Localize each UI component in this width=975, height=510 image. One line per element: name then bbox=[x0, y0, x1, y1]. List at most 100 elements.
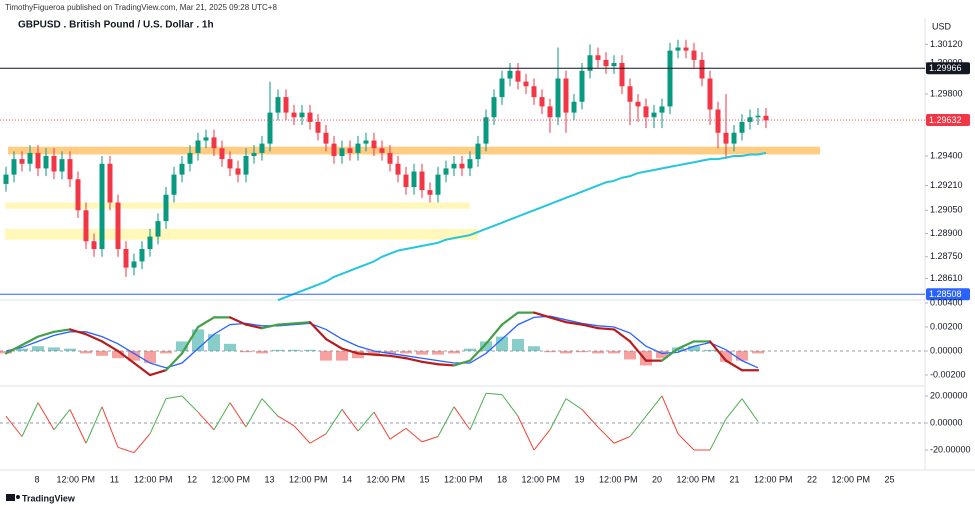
oscillator-segment bbox=[197, 411, 215, 431]
candle-body bbox=[427, 190, 433, 195]
candle-body bbox=[347, 148, 353, 153]
histogram-bar bbox=[608, 351, 620, 354]
y-tick-label: 1.30120 bbox=[930, 39, 963, 49]
time-label: 18 bbox=[497, 474, 507, 484]
oscillator-segment bbox=[117, 446, 135, 454]
time-label: 12:00 PM bbox=[831, 474, 870, 484]
macd-segment bbox=[20, 335, 40, 347]
time-label: 12:00 PM bbox=[366, 474, 405, 484]
histogram-bar bbox=[432, 351, 444, 355]
oscillator-segment bbox=[629, 415, 647, 437]
candle-body bbox=[67, 159, 73, 180]
candle-body bbox=[763, 115, 769, 121]
candle-body bbox=[323, 132, 329, 144]
oscillator-segment bbox=[357, 411, 375, 432]
oscillator-segment bbox=[549, 398, 567, 430]
candle-body bbox=[699, 59, 705, 79]
macd-segment bbox=[36, 330, 56, 338]
histogram-bar bbox=[128, 351, 140, 361]
candle-body bbox=[747, 117, 753, 122]
oscillator-segment bbox=[165, 395, 183, 400]
oscillator-segment bbox=[37, 402, 55, 430]
y-tick-label: 1.29050 bbox=[930, 205, 963, 215]
histogram-bar bbox=[64, 348, 76, 352]
y-tick-label: 0.00000 bbox=[930, 417, 963, 427]
macd-segment bbox=[84, 333, 104, 343]
oscillator-segment bbox=[245, 398, 263, 428]
histogram-bar bbox=[112, 351, 124, 359]
oscillator-segment bbox=[325, 409, 343, 435]
candle-body bbox=[459, 163, 465, 169]
candle-body bbox=[267, 112, 273, 144]
oscillator-segment bbox=[21, 402, 39, 437]
macd-segment bbox=[68, 328, 88, 336]
y-tick-label: 0.00200 bbox=[930, 321, 963, 331]
histogram-bar bbox=[720, 351, 732, 362]
candle-body bbox=[667, 50, 673, 107]
histogram-bar bbox=[480, 341, 492, 352]
histogram-bar bbox=[640, 351, 652, 366]
histogram-bar bbox=[240, 351, 252, 353]
candle-body bbox=[515, 70, 521, 82]
oscillator-segment bbox=[261, 398, 279, 417]
candle-body bbox=[299, 112, 305, 118]
macd-segment bbox=[596, 327, 616, 331]
time-label: 20 bbox=[652, 474, 662, 484]
macd-segment bbox=[132, 361, 152, 377]
candle-body bbox=[443, 168, 449, 175]
candle-body bbox=[387, 152, 393, 164]
oscillator-segment bbox=[469, 393, 487, 430]
candle-body bbox=[227, 159, 233, 169]
histogram-bar bbox=[80, 351, 92, 354]
time-label: 21 bbox=[729, 474, 739, 484]
candle-body bbox=[731, 132, 737, 144]
histogram-bar bbox=[32, 346, 44, 352]
zone bbox=[5, 202, 470, 209]
candle-body bbox=[3, 174, 9, 184]
time-label: 12 bbox=[187, 474, 197, 484]
oscillator-segment bbox=[213, 402, 231, 430]
tv-logo bbox=[6, 494, 20, 501]
candle-body bbox=[107, 163, 113, 203]
candle-body bbox=[139, 249, 145, 262]
oscillator-segment bbox=[485, 392, 503, 396]
histogram-bar bbox=[688, 346, 700, 352]
candle-body bbox=[627, 86, 633, 102]
candle-body bbox=[611, 63, 617, 67]
oscillator-segment bbox=[85, 406, 103, 444]
candle-body bbox=[275, 97, 281, 113]
oscillator-segment bbox=[437, 406, 455, 437]
candle-body bbox=[283, 97, 289, 113]
candle-body bbox=[563, 78, 569, 113]
price-tag-label: 1.28508 bbox=[929, 289, 962, 299]
oscillator-segment bbox=[229, 402, 247, 428]
candle-body bbox=[395, 163, 401, 175]
time-label: 12:00 PM bbox=[444, 474, 483, 484]
candle-body bbox=[483, 117, 489, 144]
macd-segment bbox=[340, 347, 360, 355]
candle-body bbox=[155, 221, 161, 237]
macd-segment bbox=[532, 311, 552, 319]
candle-body bbox=[363, 140, 369, 144]
candle-body bbox=[491, 97, 497, 118]
macd-segment bbox=[52, 328, 72, 333]
candle-body bbox=[35, 152, 41, 169]
candle-body bbox=[259, 143, 265, 153]
oscillator-segment bbox=[341, 409, 359, 432]
oscillator-segment bbox=[277, 415, 295, 427]
oscillator-segment bbox=[5, 415, 23, 437]
macd-segment bbox=[164, 352, 184, 372]
candle-body bbox=[467, 159, 473, 169]
candle-body bbox=[523, 81, 529, 87]
macd-segment bbox=[628, 340, 648, 362]
macd-segment bbox=[500, 311, 520, 326]
oscillator-segment bbox=[725, 398, 743, 420]
candle-body bbox=[659, 106, 665, 113]
histogram-bar bbox=[560, 351, 572, 354]
histogram-bar bbox=[160, 351, 172, 354]
candle-body bbox=[19, 159, 25, 164]
candle-body bbox=[243, 156, 249, 175]
oscillator-segment bbox=[645, 395, 663, 417]
